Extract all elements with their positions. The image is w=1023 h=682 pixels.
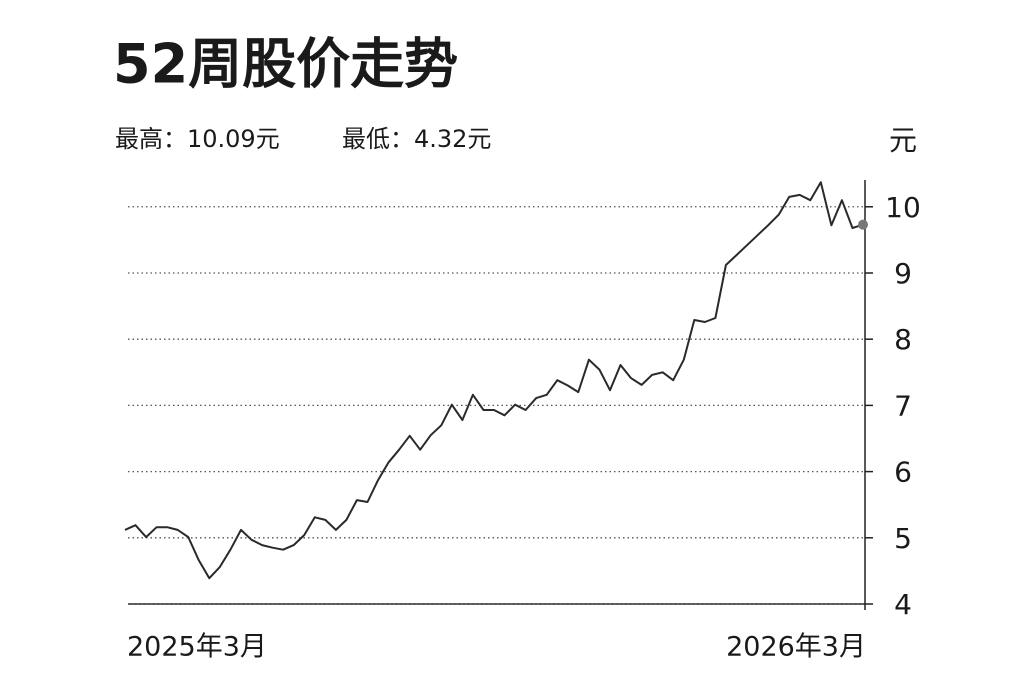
y-tick-label: 7 — [894, 389, 912, 422]
y-tick-label: 8 — [894, 323, 912, 356]
last-price-dot — [858, 219, 868, 230]
y-axis-unit: 元 — [889, 124, 917, 157]
y-tick-label: 4 — [894, 588, 912, 621]
price-line — [124, 181, 864, 580]
y-tick-label: 6 — [894, 456, 912, 489]
y-tick-label: 9 — [894, 257, 912, 290]
x-tick-label: 2026年3月 — [726, 632, 866, 663]
chart-title: 52周股价走势 — [113, 33, 458, 96]
low-annotation: 最低：4.32元 — [342, 125, 491, 153]
y-tick-label: 5 — [894, 522, 912, 555]
high-annotation: 最高：10.09元 — [115, 125, 280, 153]
y-tick-label: 10 — [885, 191, 921, 224]
x-tick-label: 2025年3月 — [127, 632, 267, 663]
